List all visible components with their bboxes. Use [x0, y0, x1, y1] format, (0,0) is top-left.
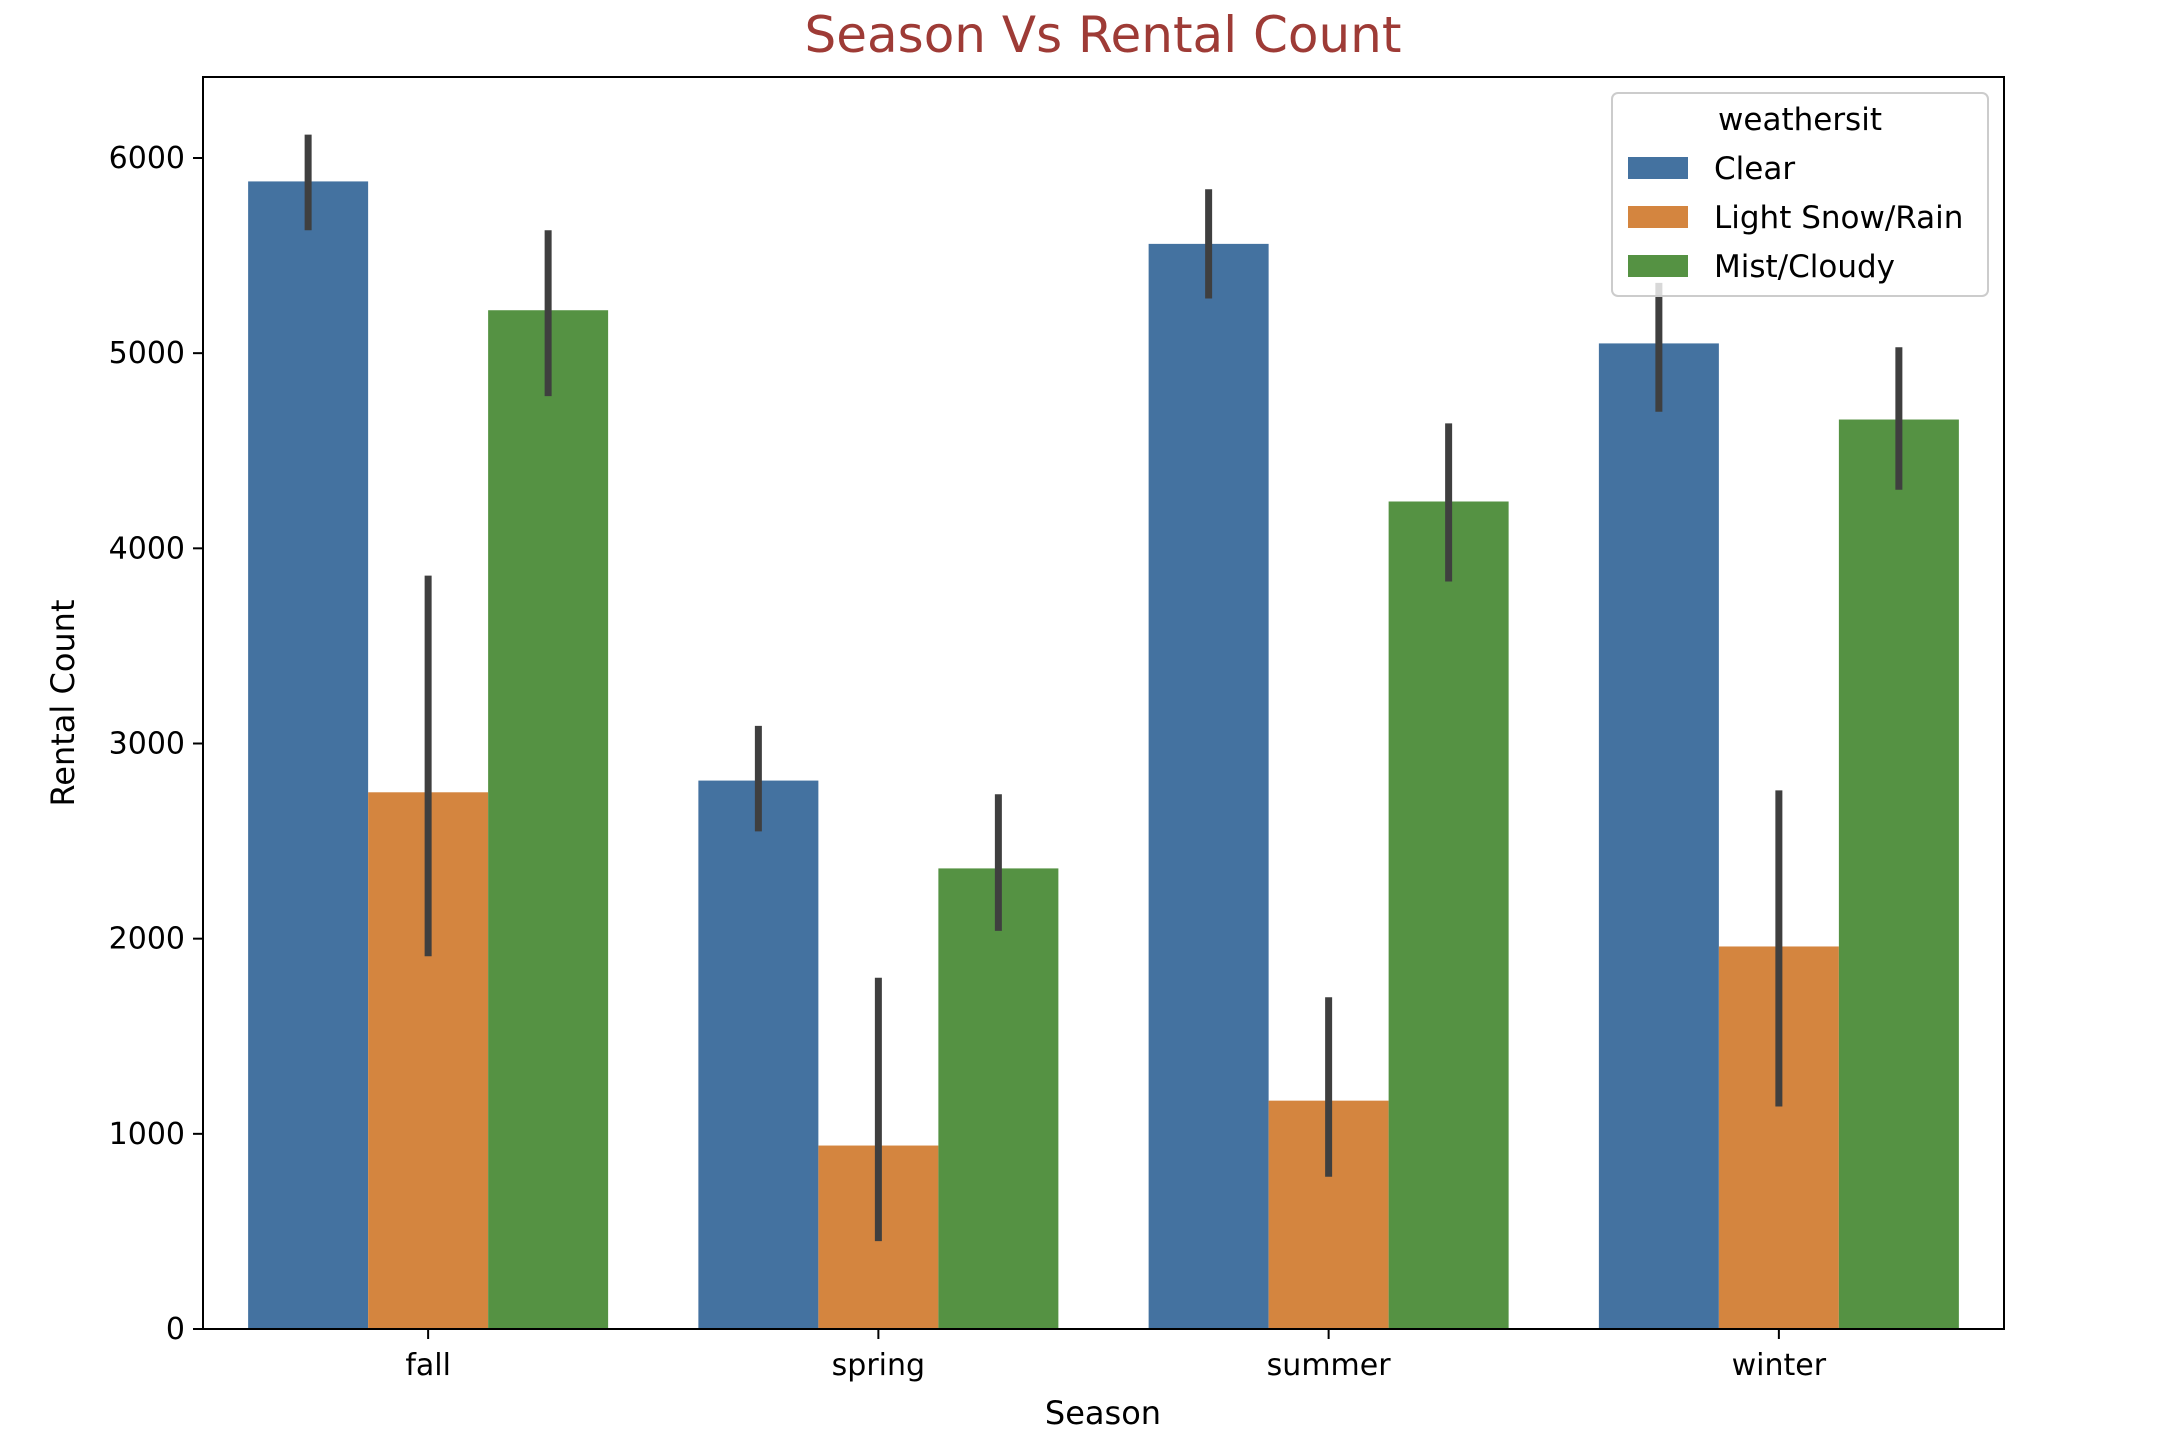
y-tick-label: 4000	[109, 531, 185, 566]
x-tick-label-summer: summer	[1267, 1348, 1392, 1383]
chart-title: Season Vs Rental Count	[805, 6, 1402, 64]
bars-layer	[248, 181, 1959, 1330]
error-bars-layer	[304, 134, 1903, 1242]
bar-fall-mist-cloudy	[488, 310, 609, 1330]
y-tick-label: 6000	[109, 141, 185, 176]
x-tick-label-spring: spring	[832, 1348, 925, 1383]
legend-items: Clear Light Snow/Rain Mist/Cloudy	[1628, 151, 1963, 285]
legend-swatch-light-snow-rain	[1628, 206, 1688, 228]
y-tick-label: 2000	[109, 922, 185, 957]
legend-label-clear: Clear	[1714, 151, 1795, 187]
x-tick-label-fall: fall	[405, 1348, 451, 1383]
bar-winter-clear	[1598, 343, 1719, 1329]
y-tick-label: 0	[166, 1312, 185, 1347]
bar-fall-clear	[248, 181, 369, 1329]
y-tick-label: 3000	[109, 727, 185, 762]
bar-summer-mist-cloudy	[1388, 501, 1509, 1329]
y-tick-label: 1000	[109, 1117, 185, 1152]
legend-swatch-clear	[1628, 157, 1688, 179]
bar-spring-clear	[698, 780, 819, 1329]
legend-label-light-snow-rain: Light Snow/Rain	[1714, 200, 1963, 236]
legend-box	[1611, 92, 1989, 297]
legend-title: weathersit	[1718, 102, 1882, 138]
y-tick-label: 5000	[109, 336, 185, 371]
legend-swatch-mist-cloudy	[1628, 255, 1688, 277]
x-axis-label: Season	[1045, 1394, 1161, 1432]
y-axis-ticks: 0 1000 2000 3000 4000 5000 6000	[109, 141, 203, 1347]
bar-summer-clear	[1148, 243, 1269, 1330]
bar-spring-mist-cloudy	[938, 868, 1059, 1329]
y-axis-label: Rental Count	[44, 599, 82, 806]
legend: weathersit Clear Light Snow/Rain Mist/Clou…	[1611, 92, 1989, 297]
legend-label-mist-cloudy: Mist/Cloudy	[1714, 249, 1895, 285]
x-tick-label-winter: winter	[1732, 1348, 1827, 1383]
x-axis-ticks: fall spring summer winter	[405, 1329, 1827, 1383]
plot-frame	[202, 76, 2005, 1330]
bar-winter-mist-cloudy	[1838, 419, 1959, 1330]
